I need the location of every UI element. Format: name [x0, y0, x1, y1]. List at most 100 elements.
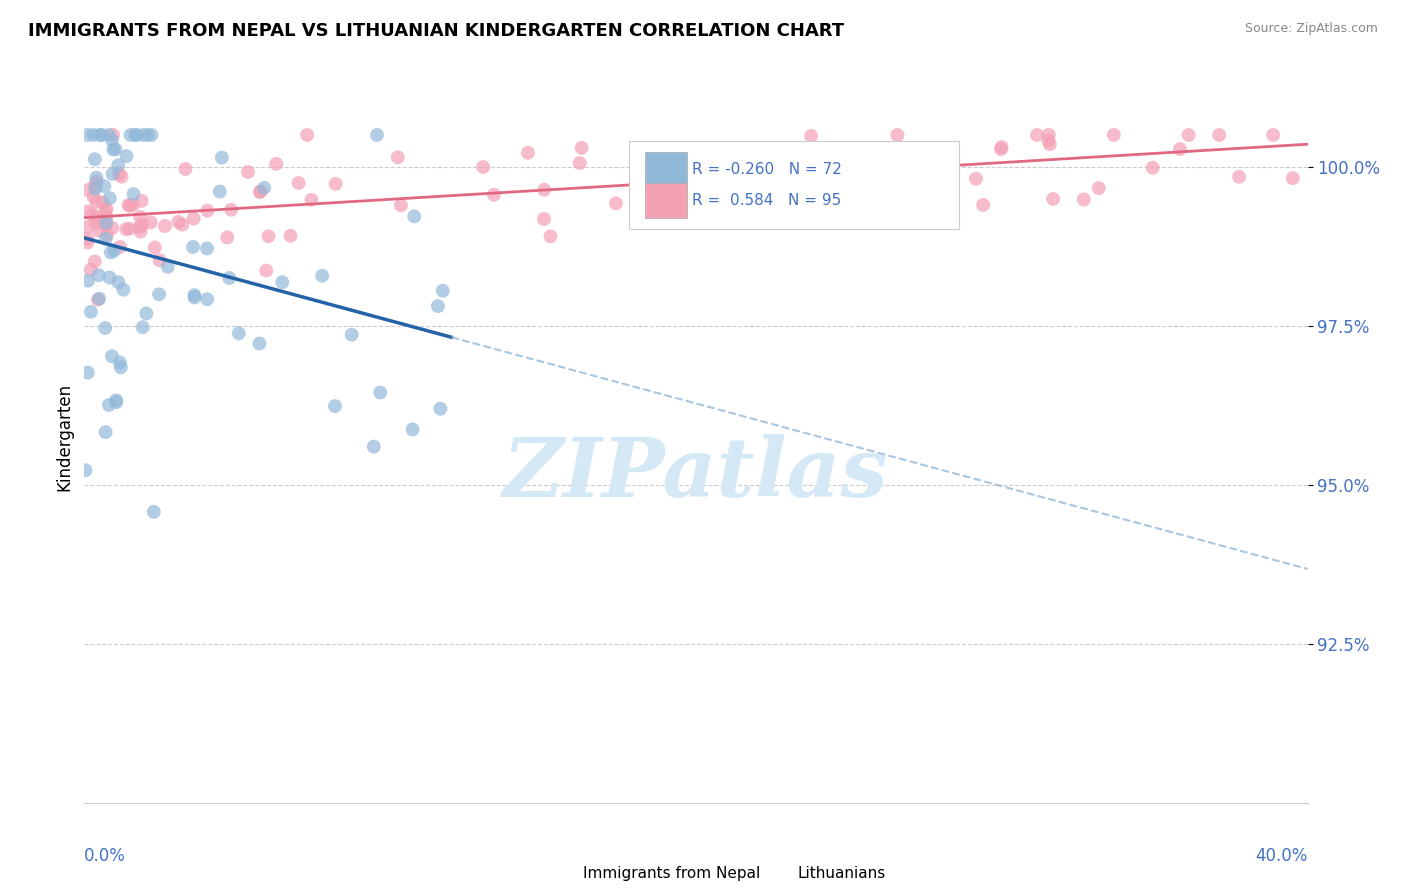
Point	[325, 177, 347, 191]
Point	[141, 128, 163, 142]
FancyBboxPatch shape	[759, 859, 794, 889]
Point	[1281, 171, 1303, 186]
Point	[1087, 181, 1109, 195]
Point	[76, 231, 98, 245]
Point	[1042, 192, 1064, 206]
Point	[323, 399, 346, 413]
Point	[76, 235, 98, 250]
Point	[101, 349, 124, 363]
Point	[1177, 128, 1199, 142]
Point	[121, 198, 143, 212]
Point	[148, 287, 170, 301]
Text: 40.0%: 40.0%	[1256, 847, 1308, 864]
Point	[87, 268, 110, 283]
Point	[401, 422, 423, 436]
FancyBboxPatch shape	[628, 141, 959, 228]
FancyBboxPatch shape	[644, 152, 688, 187]
Point	[115, 149, 138, 163]
Point	[83, 254, 105, 268]
Point	[311, 268, 333, 283]
Text: Immigrants from Nepal: Immigrants from Nepal	[583, 866, 761, 881]
Point	[80, 305, 103, 319]
Point	[93, 179, 115, 194]
Point	[76, 128, 98, 142]
Point	[254, 263, 277, 277]
Point	[472, 160, 495, 174]
Point	[107, 158, 129, 172]
Point	[139, 215, 162, 229]
Point	[249, 185, 271, 199]
Point	[195, 292, 218, 306]
Point	[94, 204, 117, 219]
Point	[76, 366, 98, 380]
Point	[183, 288, 205, 302]
Point	[195, 242, 218, 256]
Point	[605, 196, 627, 211]
Point	[886, 128, 908, 142]
Point	[568, 156, 591, 170]
Point	[131, 194, 153, 208]
Point	[94, 218, 117, 232]
Point	[98, 191, 121, 205]
Point	[218, 271, 240, 285]
Point	[990, 140, 1012, 154]
Point	[387, 150, 409, 164]
Point	[100, 245, 122, 260]
Point	[533, 212, 555, 227]
Point	[128, 220, 150, 235]
Point	[249, 336, 271, 351]
Point	[124, 128, 146, 142]
Point	[129, 210, 152, 224]
Point	[1038, 128, 1060, 142]
Point	[280, 228, 302, 243]
Point	[110, 360, 132, 375]
Point	[426, 299, 449, 313]
Point	[1168, 142, 1191, 156]
Point	[211, 151, 233, 165]
Point	[89, 128, 111, 142]
Point	[183, 211, 205, 226]
Point	[96, 216, 118, 230]
Point	[340, 327, 363, 342]
Point	[96, 211, 118, 225]
Point	[97, 128, 120, 142]
Point	[1227, 169, 1250, 184]
Point	[841, 193, 863, 207]
Point	[97, 398, 120, 412]
Point	[83, 190, 105, 204]
Text: Lithuanians: Lithuanians	[797, 866, 886, 881]
Point	[972, 198, 994, 212]
Text: ZIPatlas: ZIPatlas	[503, 434, 889, 514]
Point	[91, 195, 114, 210]
Point	[77, 274, 100, 288]
Point	[1263, 128, 1285, 142]
Text: R =  0.584   N = 95: R = 0.584 N = 95	[692, 194, 842, 209]
Point	[699, 149, 721, 163]
Point	[89, 292, 111, 306]
Point	[132, 128, 155, 142]
Y-axis label: Kindergarten: Kindergarten	[55, 383, 73, 491]
FancyBboxPatch shape	[644, 183, 688, 219]
Point	[84, 216, 107, 230]
Point	[800, 128, 823, 143]
Point	[299, 193, 322, 207]
Point	[105, 395, 128, 409]
Point	[118, 199, 141, 213]
Point	[142, 505, 165, 519]
Point	[1073, 193, 1095, 207]
Point	[249, 185, 271, 199]
Point	[108, 240, 131, 254]
Point	[143, 240, 166, 254]
Point	[90, 128, 112, 142]
Point	[432, 284, 454, 298]
Point	[517, 145, 540, 160]
Point	[363, 440, 385, 454]
Point	[84, 182, 107, 196]
Point	[107, 275, 129, 289]
Text: R = -0.260   N = 72: R = -0.260 N = 72	[692, 161, 842, 177]
Point	[253, 181, 276, 195]
Point	[120, 128, 142, 142]
Point	[404, 210, 426, 224]
Point	[257, 229, 280, 244]
Point	[1038, 134, 1060, 148]
